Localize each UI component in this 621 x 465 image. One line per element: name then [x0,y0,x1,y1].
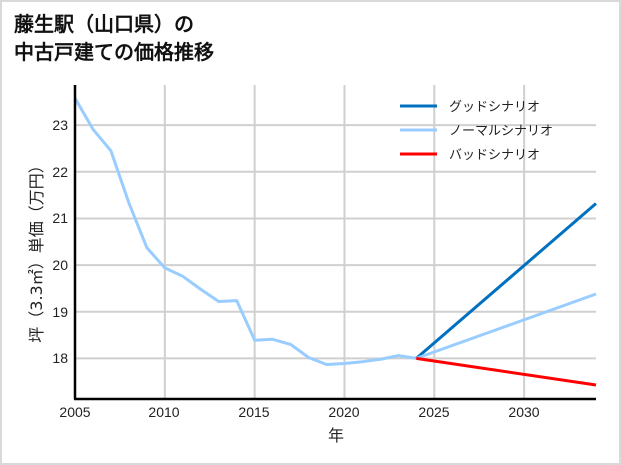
series-line-1 [415,202,597,360]
y-tick: 18 [52,350,68,366]
x-tick-labels: 2005 2010 2015 2020 2025 2030 [59,404,539,420]
x-axis-label: 年 [328,426,344,445]
series-line-0 [73,97,417,366]
chart-title: 藤生駅（山口県）の 中古戸建ての価格推移 [14,10,214,66]
axes [73,85,596,401]
y-axis-label: 坪（3.3㎡）単価（万円） [27,157,46,342]
legend-label-bad: バッドシナリオ [449,148,540,163]
x-tick: 2010 [148,404,179,420]
chart-title-line2: 中古戸建ての価格推移 [14,40,214,64]
y-tick-labels: 23 22 21 20 19 18 [52,117,68,366]
x-tick: 2015 [238,404,269,420]
series-line-3 [416,356,597,387]
y-tick: 23 [52,117,68,133]
data-lines [73,97,597,387]
y-tick: 20 [52,257,68,273]
legend-label-normal: ノーマルシナリオ [449,124,553,139]
chart-title-line1: 藤生駅（山口県）の [14,12,194,36]
y-tick: 19 [52,304,68,320]
legend: グッドシナリオ ノーマルシナリオ バッドシナリオ [400,100,553,163]
x-tick: 2020 [328,404,359,420]
legend-label-good: グッドシナリオ [449,100,540,115]
series-line-2 [415,292,597,360]
y-tick: 21 [52,210,68,226]
x-tick: 2025 [418,404,449,420]
y-tick: 22 [52,164,68,180]
x-tick: 2030 [508,404,539,420]
x-tick: 2005 [59,404,90,420]
